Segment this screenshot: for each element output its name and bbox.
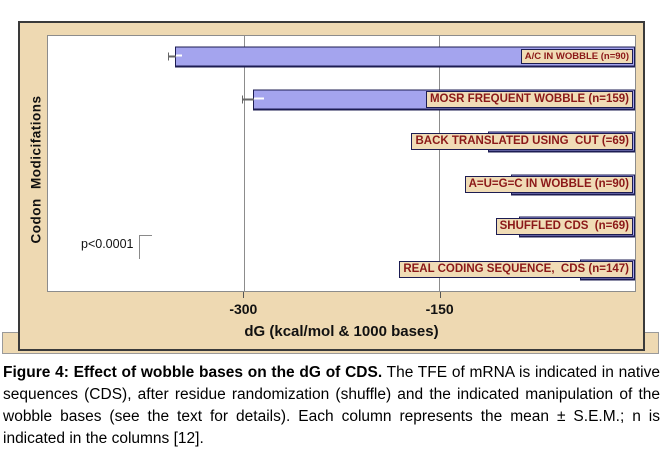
bar-row: BACK TRANSLATED USING CUT (=69) [48,121,635,164]
bar-row: MOSR FREQUENT WOBBLE (n=159) [48,79,635,122]
bar: SHUFFLED CDS (n=69) [495,216,635,238]
bar-value-label: REAL CODING SEQUENCE, CDS (n=147) [399,260,633,278]
bar-rows: A/C IN WOBBLE (n=90) MOSR FREQUENT WOBBLE… [48,36,635,291]
caption-body: The TFE of mRNA is indicated in native s… [3,364,660,447]
error-bar-outer [168,52,176,61]
plot-area: A/C IN WOBBLE (n=90) MOSR FREQUENT WOBBLE… [47,35,636,292]
bar: A=U=G=C IN WOBBLE (n=90) [464,174,635,196]
bar: A/C IN WOBBLE (n=90) [168,46,635,68]
caption-title: Figure 4: Effect of wobble bases on the … [3,364,383,381]
significance-label: p<0.0001 [81,237,134,251]
gridline [439,36,441,291]
bar-value-label: SHUFFLED CDS (n=69) [495,218,633,236]
bar: BACK TRANSLATED USING CUT (=69) [411,131,635,153]
figure-caption: Figure 4: Effect of wobble bases on the … [3,362,660,450]
y-axis-title: Codon Modicifations [28,95,44,244]
bar-row: REAL CODING SEQUENCE, CDS (n=147) [48,249,635,292]
bar-value-label: MOSR FREQUENT WOBBLE (n=159) [425,90,633,108]
error-bar-outer [242,95,254,104]
x-tick-mark [439,292,441,298]
bar-row: SHUFFLED CDS (n=69) [48,206,635,249]
x-axis-title: dG (kcal/mol & 1000 bases) [244,323,439,340]
bar-value-label: BACK TRANSLATED USING CUT (=69) [411,133,633,151]
x-tick-label: -150 [425,301,454,317]
chart-figure: Codon Modicifations A/C IN WOBBLE (n=90)… [18,21,645,351]
error-bar-inner [253,97,265,100]
error-bar-inner [175,54,183,57]
significance-bracket [139,235,152,259]
bar-value-label: A=U=G=C IN WOBBLE (n=90) [464,175,633,193]
bar: REAL CODING SEQUENCE, CDS (n=147) [399,259,635,281]
bar-value-label: A/C IN WOBBLE (n=90) [520,49,633,65]
bar-row: A/C IN WOBBLE (n=90) [48,36,635,79]
bar-row: A=U=G=C IN WOBBLE (n=90) [48,164,635,207]
x-tick-mark [243,292,245,298]
bar: MOSR FREQUENT WOBBLE (n=159) [242,89,635,111]
x-tick-label: -300 [229,301,258,317]
gridline [243,36,245,291]
